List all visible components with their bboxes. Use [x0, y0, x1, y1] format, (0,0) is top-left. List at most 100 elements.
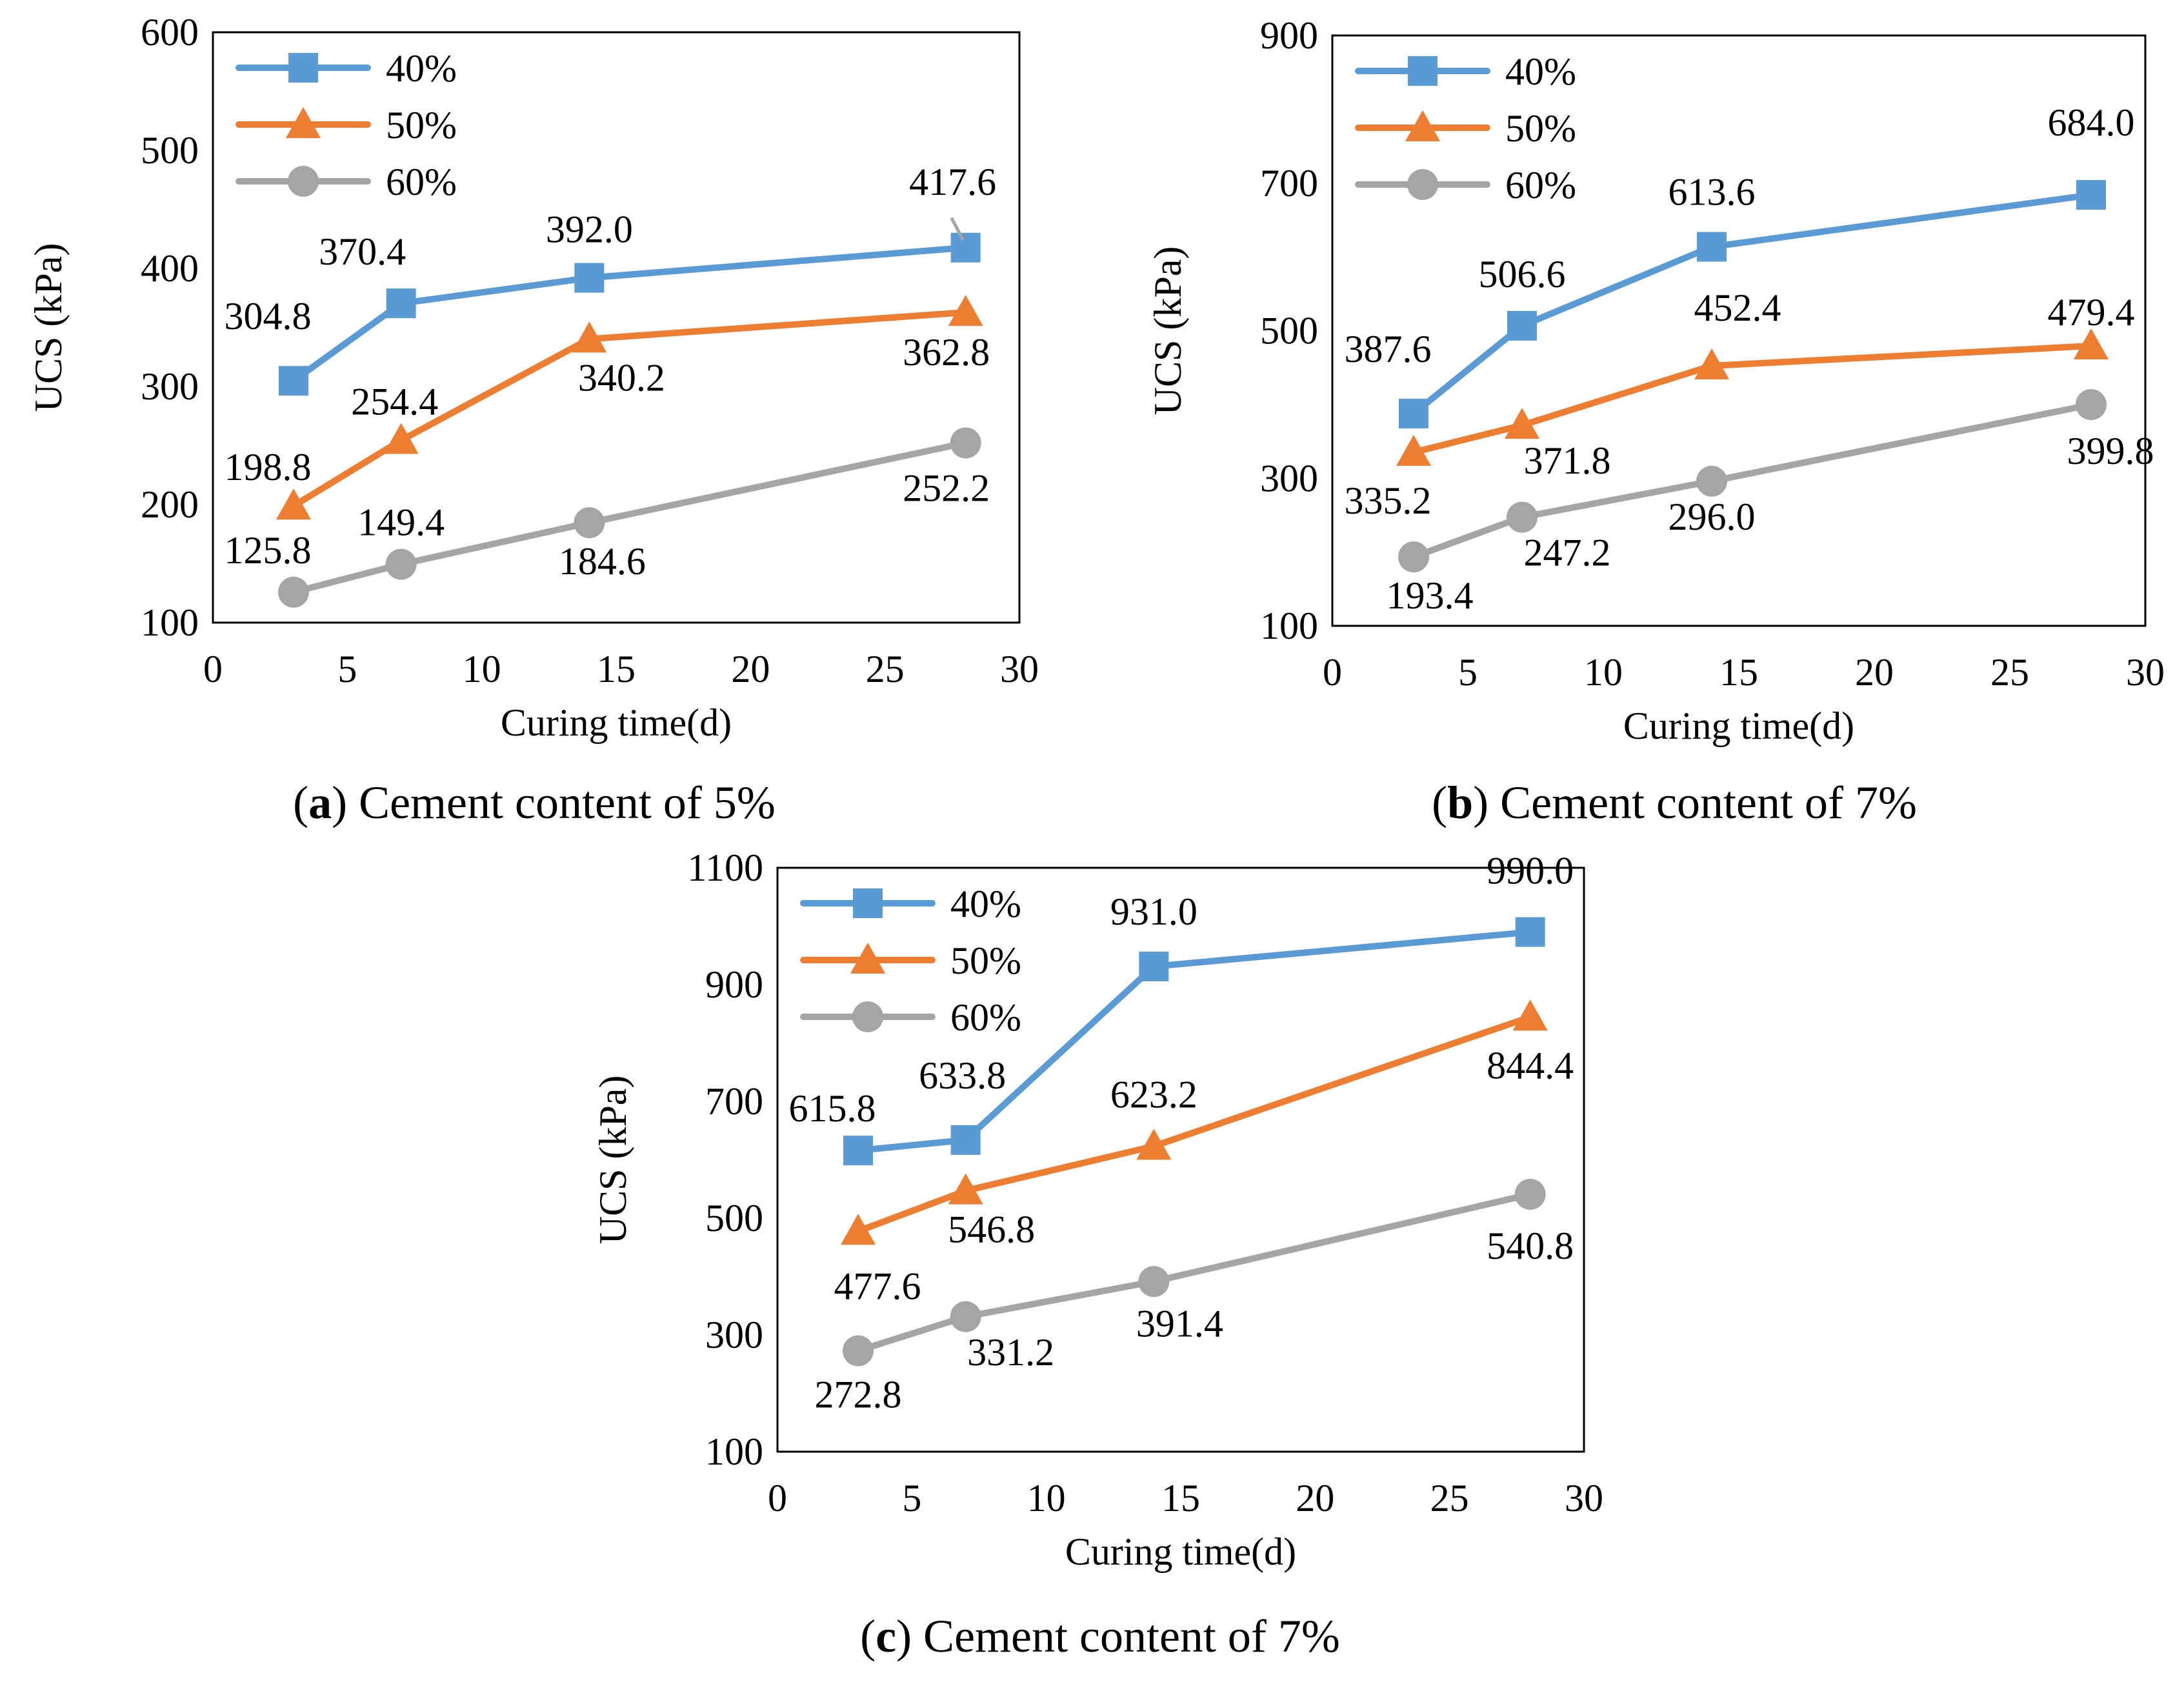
data-point	[1399, 399, 1428, 429]
data-label: 615.8	[789, 1087, 876, 1130]
legend-marker-square	[1408, 56, 1438, 86]
y-axis-title: UCS (kPa)	[1147, 246, 1189, 415]
legend: 40% 50% 60%	[800, 883, 1021, 1039]
plot-area	[1331, 34, 2147, 627]
legend-marker-circle	[288, 166, 319, 197]
legend-label: 60%	[386, 161, 457, 203]
y-tick-label: 500	[705, 1197, 763, 1239]
data-point	[1696, 465, 1727, 497]
data-point	[278, 576, 309, 608]
series-60%: 272.8 331.2 391.4 540.8	[815, 1179, 1574, 1416]
data-point	[2076, 180, 2106, 210]
legend: 40% 50% 60%	[1355, 50, 1576, 206]
data-label: 623.2	[1110, 1074, 1197, 1116]
data-label: 149.4	[357, 501, 445, 544]
data-point	[1396, 434, 1431, 466]
y-tick-label: 1100	[687, 846, 763, 889]
y-tick-label: 700	[1260, 162, 1318, 205]
series-line	[1410, 343, 2094, 456]
x-tick-label: 15	[1719, 651, 1758, 694]
x-tick-label: 10	[463, 648, 501, 690]
data-point	[1514, 1179, 1546, 1210]
y-tick-label: 500	[141, 129, 199, 172]
data-label: 479.4	[2048, 291, 2135, 334]
caption-open-paren: (	[860, 1610, 876, 1662]
caption-close-paren: )	[896, 1610, 912, 1662]
caption-open-paren: (	[1432, 777, 1447, 828]
data-point	[950, 427, 981, 459]
x-axis-title: Curing time(d)	[1065, 1530, 1296, 1573]
data-label: 990.0	[1487, 850, 1574, 892]
data-point	[1507, 310, 1537, 341]
x-tick-label: 25	[1990, 651, 2029, 694]
x-axis-title: Curing time(d)	[1623, 705, 1854, 747]
data-label: 184.6	[559, 540, 646, 583]
x-tick-label: 15	[597, 648, 636, 690]
data-label: 387.6	[1345, 328, 1432, 370]
data-label: 931.0	[1110, 890, 1197, 933]
series-40%: 387.6 506.6 613.6 684.0	[1345, 101, 2135, 429]
data-point	[1505, 408, 1539, 439]
data-label: 477.6	[834, 1265, 921, 1307]
data-point	[948, 1173, 983, 1205]
data-label: 331.2	[967, 1331, 1054, 1374]
data-point	[1515, 917, 1545, 947]
data-label: 296.0	[1668, 496, 1756, 538]
series-line	[290, 244, 969, 385]
data-label: 392.0	[546, 208, 633, 251]
data-point	[950, 1301, 981, 1332]
y-tick-label: 700	[705, 1080, 763, 1123]
y-tick-label: 400	[141, 247, 199, 290]
x-tick-label: 10	[1027, 1477, 1066, 1519]
data-label: 252.2	[903, 466, 990, 509]
series-line	[1410, 401, 2094, 561]
data-point	[1138, 1266, 1170, 1297]
legend-label: 50%	[386, 104, 457, 146]
data-point	[383, 423, 419, 454]
series-50%: 198.8 254.4 340.2 362.8	[225, 295, 990, 520]
series-40%: 615.8 633.8 931.0 990.0	[789, 850, 1574, 1166]
series-50%: 477.6 546.8 623.2 844.4	[834, 999, 1574, 1307]
x-tick-label: 15	[1161, 1477, 1200, 1519]
caption-letter: c	[876, 1610, 896, 1662]
figure-caption: (c) Cement content of 7%	[860, 1610, 1340, 1662]
legend-label: 50%	[1505, 107, 1576, 150]
caption-close-paren: )	[1473, 777, 1488, 828]
data-label: 370.4	[319, 230, 406, 273]
y-tick-label: 500	[1260, 310, 1318, 352]
leader-line	[950, 217, 965, 241]
data-point	[1507, 501, 1538, 533]
data-point	[843, 1136, 873, 1166]
chart-panel-b: 100 300 500 700 900 0 5 10 15 20 25 30 Curing time(d…	[1147, 14, 2165, 828]
legend-marker-square	[853, 888, 883, 918]
figure-caption: (b) Cement content of 7%	[1432, 777, 1917, 828]
caption-text: Cement content of 5%	[347, 777, 776, 828]
caption-letter: b	[1447, 777, 1473, 828]
series-line	[290, 439, 969, 596]
data-point	[950, 1125, 981, 1155]
data-label: 272.8	[815, 1374, 902, 1416]
data-point	[1697, 232, 1727, 262]
x-tick-label: 30	[1000, 648, 1039, 690]
chart-panel-a: 100 200 300 400 500 600 0 5 10 15 20 25 30 Curing tim…	[27, 11, 1039, 828]
x-tick-label: 0	[203, 648, 223, 690]
data-point	[2076, 389, 2107, 421]
data-label: 304.8	[225, 295, 312, 337]
legend-label: 40%	[1505, 50, 1576, 93]
data-label: 633.8	[919, 1054, 1006, 1097]
x-tick-label: 0	[768, 1477, 787, 1519]
series-60%: 125.8 149.4 184.6 252.2	[225, 427, 990, 608]
y-tick-label: 100	[1260, 605, 1318, 647]
legend-label: 50%	[950, 939, 1021, 982]
legend: 40% 50% 60%	[235, 47, 457, 203]
x-tick-label: 20	[1296, 1477, 1334, 1519]
x-tick-label: 5	[902, 1477, 921, 1519]
data-label: 613.6	[1668, 171, 1756, 214]
data-point	[2074, 328, 2109, 360]
x-tick-label: 30	[1565, 1477, 1603, 1519]
data-point	[841, 1214, 876, 1245]
data-label: 546.8	[948, 1208, 1035, 1251]
x-tick-label: 30	[2126, 651, 2165, 694]
